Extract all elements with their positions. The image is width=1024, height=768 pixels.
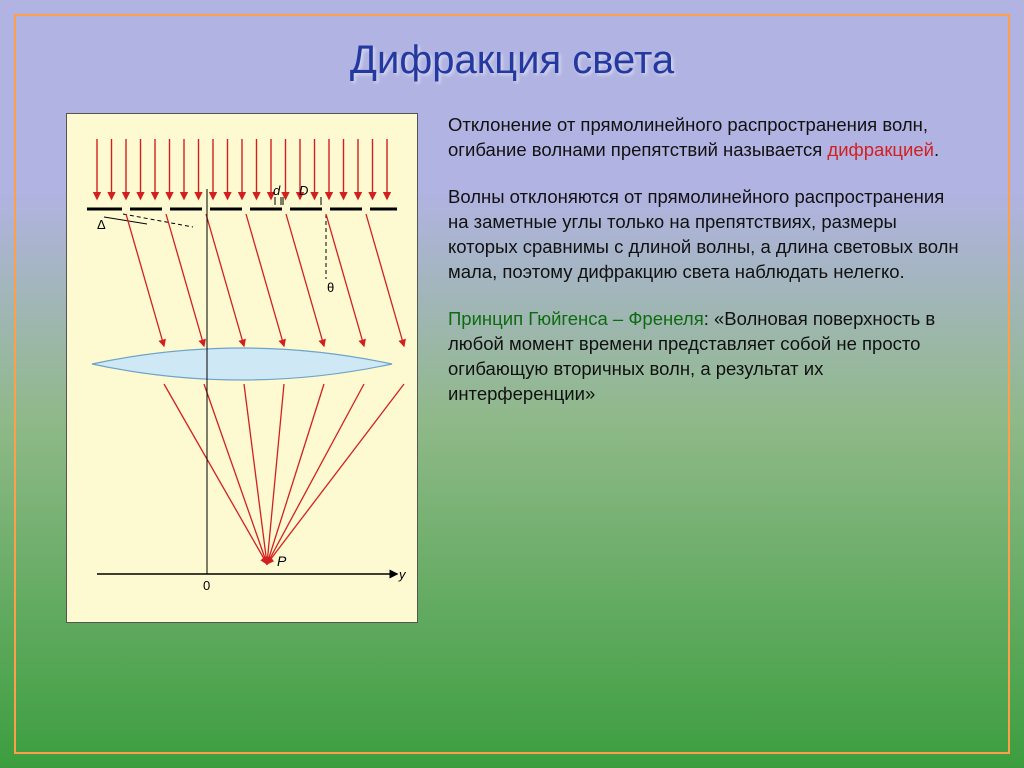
paragraph-1: Отклонение от прямолинейного распростран… bbox=[448, 113, 968, 163]
svg-text:d: d bbox=[273, 183, 281, 198]
p1-tail: . bbox=[934, 139, 939, 160]
diagram-svg: d Dθ Δ Py 0 bbox=[67, 114, 417, 624]
svg-text:0: 0 bbox=[203, 578, 210, 593]
svg-text:P: P bbox=[277, 553, 287, 569]
paragraph-2: Волны отклоняются от прямолинейного расп… bbox=[448, 185, 968, 285]
content-area: d Dθ Δ Py 0 Отклонение от прямолинейного рас… bbox=[16, 83, 1008, 623]
svg-text:y: y bbox=[398, 567, 407, 582]
svg-text:Δ: Δ bbox=[97, 217, 106, 232]
p3-principle: Принцип Гюйгенса – Френеля bbox=[448, 308, 704, 329]
diffraction-diagram: d Dθ Δ Py 0 bbox=[66, 113, 418, 623]
text-block: Отклонение от прямолинейного распростран… bbox=[448, 113, 968, 623]
p1-term: дифракцией bbox=[827, 139, 934, 160]
paragraph-3: Принцип Гюйгенса – Френеля: «Волновая по… bbox=[448, 307, 968, 407]
svg-text:θ: θ bbox=[327, 280, 334, 295]
slide-title: Дифракция света bbox=[16, 16, 1008, 83]
svg-text:D: D bbox=[299, 183, 308, 198]
slide-frame: Дифракция света d Dθ Δ Py 0 Отклонение от пр… bbox=[14, 14, 1010, 754]
